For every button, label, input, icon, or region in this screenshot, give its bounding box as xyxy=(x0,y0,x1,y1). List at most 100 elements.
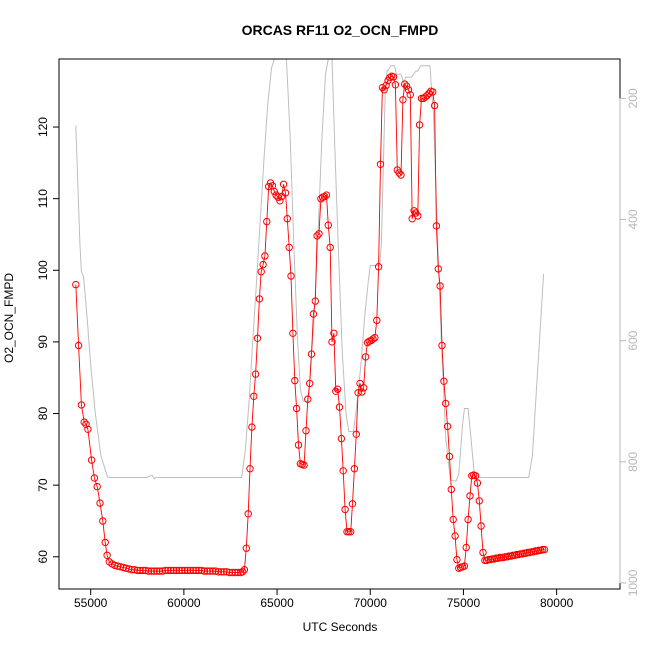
data-point xyxy=(462,543,470,552)
series-line-segment xyxy=(482,552,486,561)
series-line-segment xyxy=(342,470,346,510)
series-line-segment xyxy=(104,542,108,556)
data-point xyxy=(417,94,426,103)
data-point xyxy=(231,568,239,577)
data-point xyxy=(209,567,217,575)
y2-tick-label: 400 xyxy=(626,209,640,229)
y-axis-label: O2_OCN_FMPD xyxy=(2,273,16,363)
data-point xyxy=(436,282,444,290)
series-line-segment xyxy=(339,407,342,439)
data-point xyxy=(447,485,455,494)
data-point xyxy=(466,492,474,500)
data-point xyxy=(111,561,119,570)
data-point xyxy=(306,379,314,388)
data-point xyxy=(150,567,158,575)
data-point xyxy=(144,567,153,575)
data-point xyxy=(361,353,370,361)
data-point xyxy=(399,96,407,104)
series-line-segment xyxy=(344,509,348,532)
data-point xyxy=(253,334,262,342)
data-point xyxy=(380,86,388,94)
series-line-segment xyxy=(365,342,368,357)
series-line-segment xyxy=(404,83,407,87)
data-point xyxy=(311,297,319,305)
series-line-segment xyxy=(307,383,311,400)
secondary-series-layer xyxy=(75,59,545,482)
series-line-segment xyxy=(314,235,318,302)
data-point xyxy=(214,568,223,576)
series-line-segment xyxy=(312,301,316,315)
series-line-segment xyxy=(340,438,344,471)
series-line-segment xyxy=(361,387,365,393)
series-line-segment xyxy=(467,495,471,520)
data-point xyxy=(535,546,543,554)
series-line-segment xyxy=(380,87,383,165)
data-point xyxy=(339,467,347,475)
y-tick-label: 100 xyxy=(36,260,50,280)
data-point xyxy=(195,566,203,575)
x-tick-label: 70000 xyxy=(354,596,388,610)
plot-frame xyxy=(58,58,621,590)
series-line-segment xyxy=(439,285,443,346)
series-line-segment xyxy=(378,164,381,267)
data-point xyxy=(114,562,122,570)
data-point xyxy=(429,88,437,96)
y-tick-label: 80 xyxy=(36,407,50,421)
data-point xyxy=(93,482,101,491)
data-point xyxy=(363,338,372,347)
series-line-segment xyxy=(264,221,268,257)
data-point xyxy=(211,567,220,575)
data-point xyxy=(206,567,214,575)
data-point xyxy=(358,388,366,396)
x-tick-label: 80000 xyxy=(540,596,574,610)
data-point xyxy=(484,555,493,564)
data-point xyxy=(147,567,156,575)
series-line-segment xyxy=(281,184,285,197)
data-point xyxy=(464,515,472,524)
data-point xyxy=(220,568,228,576)
data-point xyxy=(440,377,448,385)
data-point xyxy=(255,295,264,303)
data-point xyxy=(103,551,111,559)
data-point xyxy=(386,73,394,82)
data-point xyxy=(87,456,96,464)
data-point xyxy=(369,335,377,343)
data-point xyxy=(276,197,284,205)
data-point xyxy=(223,568,231,576)
series-line-segment xyxy=(363,356,367,388)
series-line-segment xyxy=(305,399,309,431)
data-point xyxy=(354,389,362,397)
series-line-segment xyxy=(450,489,454,520)
series-line-segment xyxy=(465,519,469,548)
data-point xyxy=(451,532,459,540)
y-tick-label: 60 xyxy=(36,550,50,564)
data-point xyxy=(341,505,349,514)
data-point xyxy=(240,566,249,574)
data-point xyxy=(217,568,225,576)
series-line-segment xyxy=(413,210,417,214)
data-point xyxy=(402,82,411,90)
data-point xyxy=(516,550,524,558)
data-point xyxy=(116,563,125,571)
data-point xyxy=(225,568,234,577)
data-point xyxy=(84,425,92,433)
data-point xyxy=(250,392,258,400)
data-point xyxy=(475,497,483,505)
series-line-segment xyxy=(409,94,413,219)
data-point xyxy=(401,80,409,88)
data-point xyxy=(373,316,381,325)
data-point xyxy=(142,566,150,575)
data-point xyxy=(234,568,242,577)
data-point xyxy=(382,81,390,90)
data-point xyxy=(261,252,269,260)
data-point xyxy=(285,243,293,252)
data-point xyxy=(471,472,480,480)
data-point xyxy=(438,341,446,350)
data-point xyxy=(509,551,517,559)
series-line-segment xyxy=(258,271,262,299)
series-line-segment xyxy=(419,98,422,125)
series-line-segment xyxy=(333,333,337,392)
y-tick-label: 120 xyxy=(36,117,50,137)
data-point xyxy=(244,510,252,518)
y-tick-label: 90 xyxy=(36,335,50,349)
